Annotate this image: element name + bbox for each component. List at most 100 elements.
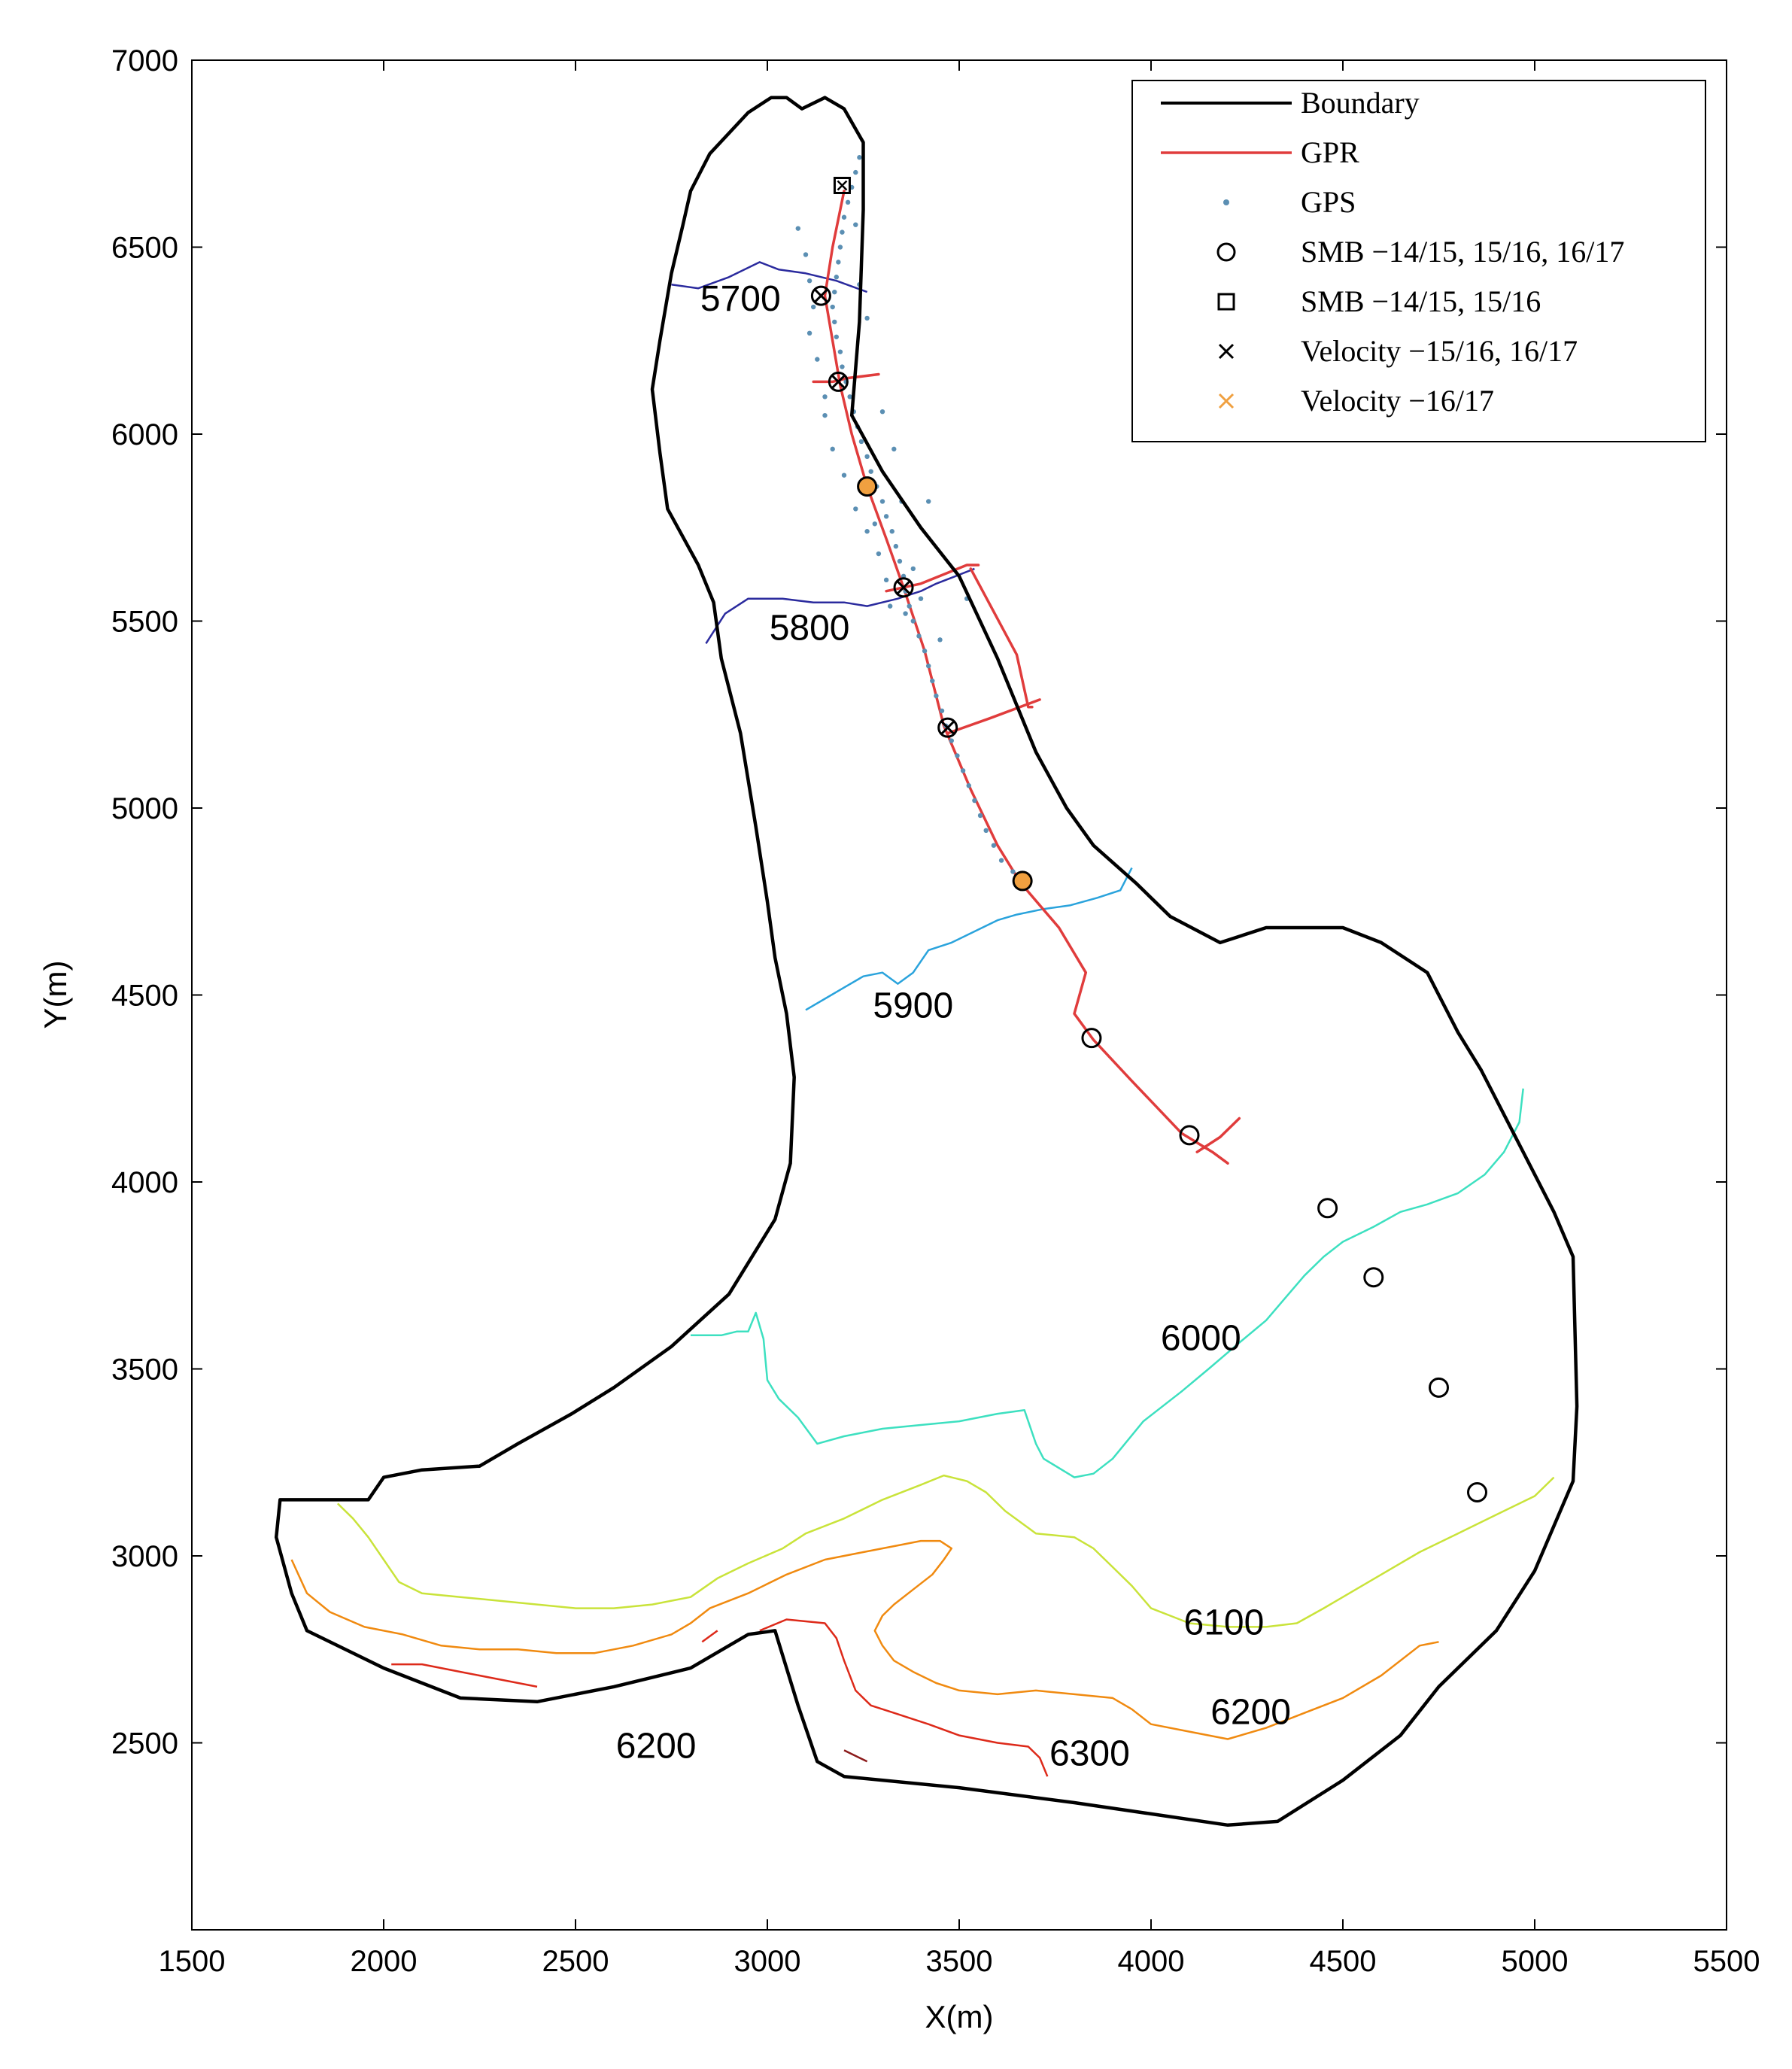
contour-line-6300 xyxy=(759,1618,1049,1777)
gps-point xyxy=(897,558,903,564)
velocity-16-17-marker xyxy=(858,478,876,495)
gps-point xyxy=(857,155,862,160)
legend-dot-symbol xyxy=(1223,199,1229,205)
gps-point xyxy=(822,394,828,400)
gps-point xyxy=(795,226,801,231)
measurement-markers xyxy=(810,176,1487,1503)
smb-circle-marker xyxy=(1317,1198,1338,1219)
gps-point xyxy=(879,499,885,504)
gps-point xyxy=(966,782,971,788)
y-tick-label: 7000 xyxy=(111,44,178,77)
gps-point xyxy=(972,798,977,804)
legend-label: Velocity −15/16, 16/17 xyxy=(1301,334,1578,368)
x-tick-label: 3000 xyxy=(734,1945,801,1978)
contour-line-6300 xyxy=(701,1630,718,1643)
velocity-x-marker xyxy=(813,288,829,304)
velocity-x-marker xyxy=(895,579,912,595)
gps-point xyxy=(811,304,816,310)
y-tick-label: 4500 xyxy=(111,980,178,1013)
y-tick-label: 3000 xyxy=(111,1540,178,1573)
gps-point xyxy=(836,260,841,265)
gps-point xyxy=(918,596,924,601)
gps-point xyxy=(934,693,939,699)
legend-label: Boundary xyxy=(1301,86,1420,120)
gps-point xyxy=(853,222,858,227)
contour-label: 6100 xyxy=(1184,1603,1265,1642)
smb-circle-marker xyxy=(1179,1125,1200,1146)
x-tick-label: 5000 xyxy=(1502,1945,1569,1978)
gps-point xyxy=(883,577,889,583)
gps-point xyxy=(930,678,935,684)
gps-point xyxy=(872,521,878,527)
gps-point xyxy=(893,543,899,549)
gps-point xyxy=(853,506,858,512)
x-axis: 1500 2000 2500 3000 3500 4000 4500 5000 5500 xyxy=(159,60,1760,1978)
gps-point xyxy=(847,394,852,400)
boundary-line xyxy=(274,96,1579,1827)
gps-point xyxy=(830,304,835,310)
gps-point xyxy=(840,364,845,369)
legend-label: SMB −14/15, 15/16 xyxy=(1301,284,1541,318)
gps-point xyxy=(853,169,858,175)
legend-label: Velocity −16/17 xyxy=(1301,384,1494,418)
contour-line-segment xyxy=(843,1749,868,1763)
gps-point xyxy=(998,858,1004,863)
legend-x-symbol xyxy=(1218,343,1235,360)
y-tick-label: 4000 xyxy=(111,1166,178,1199)
x-tick-label: 2000 xyxy=(351,1945,418,1978)
contour-line-5700 xyxy=(671,261,868,293)
gps-point xyxy=(834,275,840,280)
contour-label: 6200 xyxy=(616,1726,697,1766)
gps-point xyxy=(926,499,931,504)
smb-circle-marker xyxy=(1012,870,1033,892)
gps-point xyxy=(922,649,928,654)
legend-x-symbol xyxy=(1218,393,1235,409)
gps-point xyxy=(806,330,812,336)
gps-point xyxy=(903,611,908,616)
gps-point xyxy=(907,603,912,609)
y-tick-label: 3500 xyxy=(111,1354,178,1387)
smb-circle-marker xyxy=(1081,1028,1102,1049)
contour-line-6000 xyxy=(691,1088,1524,1478)
legend-label: GPR xyxy=(1301,135,1359,169)
contour-label: 5900 xyxy=(873,986,953,1025)
gps-point xyxy=(815,357,820,362)
gps-point xyxy=(1010,869,1016,874)
gps-point xyxy=(879,409,885,415)
gps-point xyxy=(960,768,966,773)
legend: Boundary GPR GPS SMB −14/15, 15/16, 16/17 SM… xyxy=(1131,80,1706,442)
contour-labels: 5700 5800 5900 6000 6100 6200 6300 6200 xyxy=(616,279,1291,1773)
gps-point xyxy=(910,566,916,572)
smb-circle-marker xyxy=(893,577,914,598)
smb-circle-marker xyxy=(857,476,878,497)
x-axis-title: X(m) xyxy=(925,1999,994,2034)
legend-circle-symbol xyxy=(1216,242,1236,262)
legend-label: GPS xyxy=(1301,185,1356,219)
gps-point xyxy=(841,472,847,478)
gps-point xyxy=(977,813,983,819)
gps-point xyxy=(991,843,997,848)
gps-point xyxy=(806,278,812,284)
smb-circle-marker xyxy=(937,717,958,738)
gps-point xyxy=(876,551,882,557)
gps-point xyxy=(837,245,843,250)
contour-label: 5800 xyxy=(770,608,850,648)
smb-square-marker xyxy=(833,176,851,194)
smb-circle-marker xyxy=(1429,1377,1449,1398)
gps-point xyxy=(834,334,840,339)
gps-point xyxy=(864,529,870,534)
contour-line-6100 xyxy=(336,1474,1555,1628)
gpr-line-3 xyxy=(969,567,1034,709)
contour-label: 6300 xyxy=(1049,1733,1130,1773)
velocity-16-17-marker xyxy=(1014,872,1031,889)
gps-point xyxy=(832,289,837,295)
x-tick-label: 4000 xyxy=(1118,1945,1185,1978)
gps-point xyxy=(937,637,943,643)
y-tick-label: 2500 xyxy=(111,1727,178,1761)
gpr-line-5 xyxy=(1195,1117,1241,1153)
gpr-line-4 xyxy=(946,698,1041,735)
gps-point xyxy=(841,214,847,220)
contour-line-5800 xyxy=(705,567,975,644)
gps-point xyxy=(916,633,922,639)
gps-point xyxy=(845,199,851,205)
